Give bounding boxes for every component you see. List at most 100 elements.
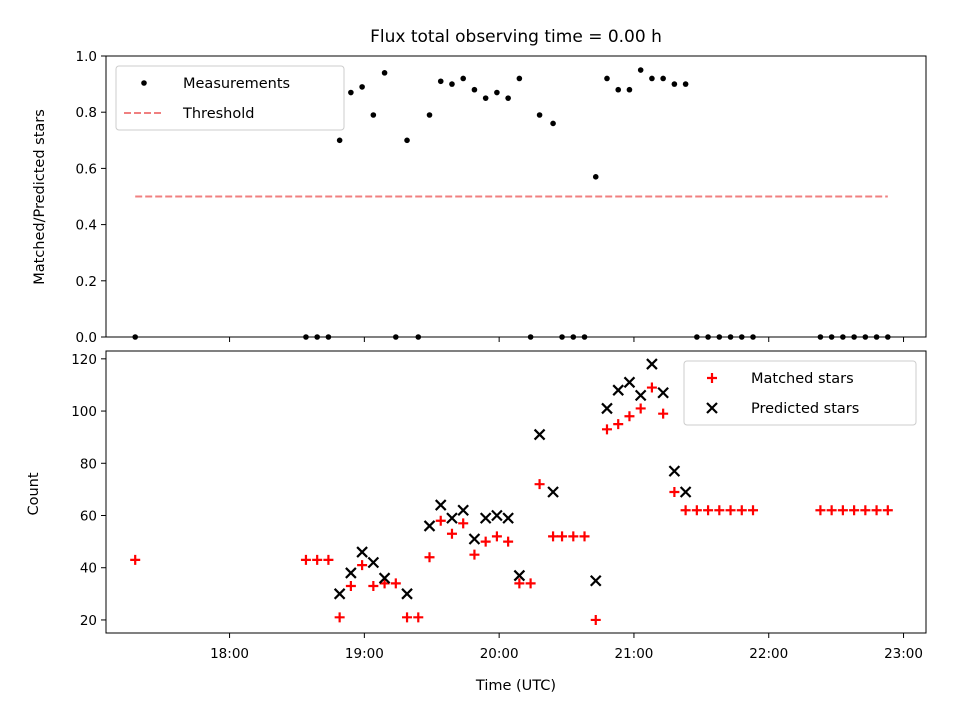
measurement-point bbox=[516, 75, 523, 82]
matched-star-marker bbox=[837, 505, 848, 516]
matched-star-marker bbox=[680, 505, 691, 516]
bottom-x-tick-label: 18:00 bbox=[210, 646, 249, 662]
predicted-star-marker bbox=[367, 556, 380, 569]
measurement-point bbox=[314, 334, 320, 340]
matched-star-marker bbox=[312, 554, 323, 565]
measurement-point bbox=[592, 174, 599, 180]
matched-star-marker bbox=[491, 531, 502, 542]
matched-star-marker bbox=[514, 578, 525, 589]
matched-star-marker bbox=[435, 515, 446, 526]
predicted-star-marker bbox=[646, 358, 658, 370]
legend-label: Matched stars bbox=[751, 371, 854, 387]
matched-star-marker bbox=[300, 554, 311, 565]
chart-title: Flux total observing time = 0.00 h bbox=[370, 27, 662, 47]
top-y-tick-label: 0.8 bbox=[76, 105, 97, 121]
measurement-point bbox=[682, 81, 689, 87]
top-y-tick-label: 0.4 bbox=[76, 218, 97, 234]
predicted-star-marker bbox=[589, 575, 602, 587]
matched-star-marker bbox=[390, 578, 401, 589]
matched-star-marker bbox=[725, 505, 736, 516]
measurement-point bbox=[840, 334, 846, 340]
bottom-x-tick-label: 20:00 bbox=[480, 646, 519, 662]
x-axis-label: Time (UTC) bbox=[475, 678, 556, 694]
measurement-point bbox=[505, 95, 511, 101]
measurement-point bbox=[471, 86, 478, 93]
top-plot-frame bbox=[105, 55, 927, 338]
top-legend-box bbox=[115, 65, 345, 131]
measurement-point bbox=[660, 75, 666, 82]
matched-star-marker bbox=[579, 531, 590, 542]
matched-star-marker bbox=[624, 411, 635, 422]
matched-star-marker bbox=[568, 531, 579, 542]
matched-star-marker bbox=[601, 424, 612, 435]
top-y-axis-label: Matched/Predicted stars bbox=[32, 109, 48, 285]
matched-star-marker bbox=[402, 612, 413, 623]
measurement-point bbox=[727, 334, 734, 340]
measurement-point bbox=[750, 334, 756, 340]
top-y-tick-label: 0.0 bbox=[76, 330, 97, 346]
bottom-y-tick-label: 80 bbox=[80, 456, 97, 472]
matched-star-marker bbox=[871, 505, 882, 516]
matched-star-marker bbox=[334, 612, 345, 623]
measurement-point bbox=[370, 112, 377, 118]
legend-label: Threshold bbox=[182, 106, 254, 122]
bottom-y-tick-label: 120 bbox=[71, 352, 97, 368]
predicted-star-marker bbox=[468, 533, 481, 545]
matched-star-marker bbox=[548, 531, 559, 542]
predicted-star-marker bbox=[356, 546, 368, 558]
measurement-point bbox=[615, 86, 622, 93]
predicted-star-marker bbox=[457, 504, 469, 517]
measurement-point bbox=[426, 112, 433, 118]
matched-star-marker bbox=[590, 614, 601, 625]
predicted-star-marker bbox=[401, 588, 413, 600]
matched-star-marker bbox=[658, 408, 669, 419]
measurement-point bbox=[817, 334, 824, 340]
measurement-point bbox=[738, 334, 745, 340]
matched-star-marker bbox=[748, 505, 759, 516]
measurement-point bbox=[404, 137, 410, 144]
legend-matched-marker bbox=[707, 373, 717, 383]
measurement-point bbox=[437, 78, 444, 85]
predicted-star-marker bbox=[634, 389, 647, 402]
matched-star-marker bbox=[503, 536, 514, 547]
measurement-point bbox=[348, 89, 354, 96]
measurement-point bbox=[716, 334, 723, 340]
measurement-point bbox=[694, 334, 700, 340]
top-y-tick-label: 1.0 bbox=[76, 49, 97, 65]
bottom-panel: 20 40 60 80 100 120 18:00 19:00 20:00 21:00 22:00 2… bbox=[71, 350, 927, 662]
matched-star-marker bbox=[424, 552, 435, 563]
matched-star-marker bbox=[413, 612, 424, 623]
matched-star-marker bbox=[345, 581, 356, 591]
bottom-y-tick-label: 60 bbox=[80, 509, 97, 525]
top-y-tick-label: 0.6 bbox=[76, 161, 97, 177]
measurement-point bbox=[550, 120, 556, 127]
predicted-star-marker bbox=[333, 588, 346, 600]
top-legend: Measurements Threshold bbox=[115, 65, 345, 131]
matched-star-marker bbox=[323, 554, 334, 565]
top-y-tick-label: 0.2 bbox=[76, 274, 97, 290]
bottom-plot-frame bbox=[105, 350, 927, 634]
legend-predicted-marker bbox=[706, 402, 718, 414]
predicted-star-marker bbox=[479, 512, 492, 524]
predicted-star-marker bbox=[547, 486, 559, 498]
predicted-star-marker bbox=[623, 376, 636, 389]
measurement-point bbox=[604, 75, 610, 82]
matched-star-marker bbox=[446, 528, 457, 539]
predicted-star-marker bbox=[491, 509, 503, 522]
measurement-point bbox=[359, 84, 365, 90]
matched-star-marker bbox=[613, 419, 624, 430]
matched-star-marker bbox=[714, 505, 725, 516]
measurement-point bbox=[325, 334, 332, 340]
predicted-star-marker bbox=[502, 512, 514, 524]
measurement-point bbox=[705, 334, 711, 340]
predicted-star-marker bbox=[533, 428, 546, 441]
predicted-star-marker bbox=[423, 520, 436, 532]
matched-star-marker bbox=[469, 549, 480, 560]
predicted-star-marker bbox=[434, 499, 447, 511]
predicted-star-marker bbox=[612, 384, 624, 396]
matched-star-marker bbox=[557, 531, 568, 542]
matched-star-marker bbox=[860, 505, 871, 516]
measurement-point bbox=[303, 334, 309, 340]
matched-star-marker bbox=[534, 479, 545, 490]
